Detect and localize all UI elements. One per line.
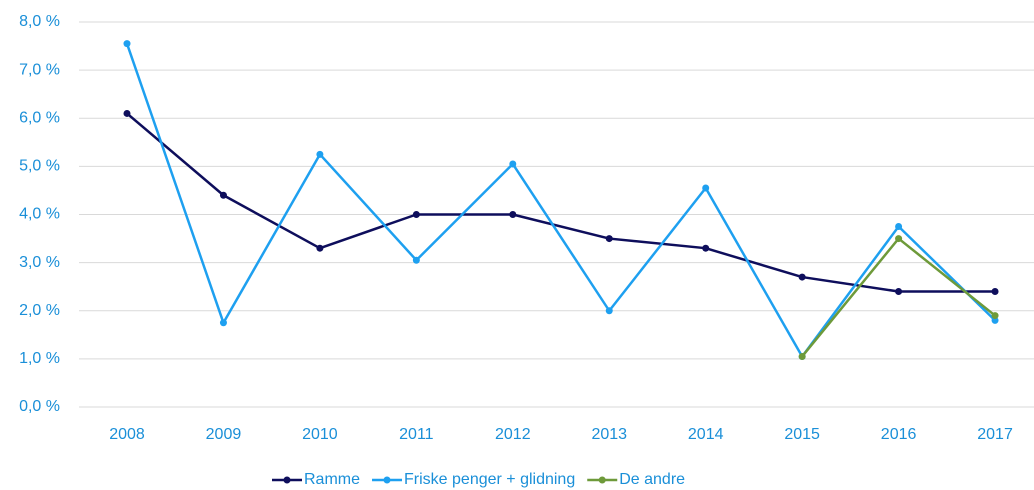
y-tick-label: 6,0 % <box>19 109 60 126</box>
series-line <box>126 112 996 293</box>
legend-marker <box>598 476 606 484</box>
x-tick-label: 2017 <box>977 426 1013 443</box>
point <box>895 235 903 243</box>
legend-label: De andre <box>619 471 685 488</box>
point <box>895 288 903 295</box>
point <box>412 211 420 218</box>
x-tick-label: 2016 <box>881 426 917 443</box>
point <box>123 109 131 117</box>
legend-label: Ramme <box>304 471 360 488</box>
y-tick-label: 0,0 % <box>19 398 60 415</box>
point <box>991 288 999 295</box>
x-tick-label: 2011 <box>399 426 434 443</box>
x-tick-label: 2010 <box>302 426 338 443</box>
x-tick-label: 2008 <box>109 426 145 443</box>
point <box>702 184 710 192</box>
point <box>798 352 806 360</box>
x-tick-label: 2014 <box>688 426 724 443</box>
point <box>509 211 517 218</box>
point <box>219 191 227 199</box>
x-tick-label: 2013 <box>591 426 627 443</box>
x-tick-label: 2015 <box>784 426 820 443</box>
point <box>702 244 710 252</box>
y-tick-label: 1,0 % <box>19 350 60 367</box>
point <box>509 160 517 168</box>
point <box>991 316 999 324</box>
point <box>316 150 324 158</box>
point <box>798 273 806 281</box>
y-tick-label: 2,0 % <box>19 302 60 319</box>
point <box>991 312 999 320</box>
series-line <box>801 237 996 358</box>
legend-marker <box>383 476 391 484</box>
point <box>605 307 613 315</box>
x-tick-label: 2009 <box>206 426 242 443</box>
x-tick-label: 2012 <box>495 426 531 443</box>
y-tick-label: 8,0 % <box>19 13 60 30</box>
y-tick-label: 3,0 % <box>19 254 60 271</box>
point <box>605 235 613 243</box>
legend-label: Friske penger + glidning <box>404 471 575 488</box>
series-line <box>125 43 996 358</box>
point <box>895 223 903 231</box>
point <box>412 256 420 264</box>
y-tick-label: 7,0 % <box>19 61 60 78</box>
legend-marker <box>283 476 291 484</box>
point <box>123 40 131 48</box>
point <box>219 319 227 327</box>
y-tick-label: 4,0 % <box>19 206 60 223</box>
y-tick-label: 5,0 % <box>19 158 60 175</box>
point <box>316 244 324 252</box>
